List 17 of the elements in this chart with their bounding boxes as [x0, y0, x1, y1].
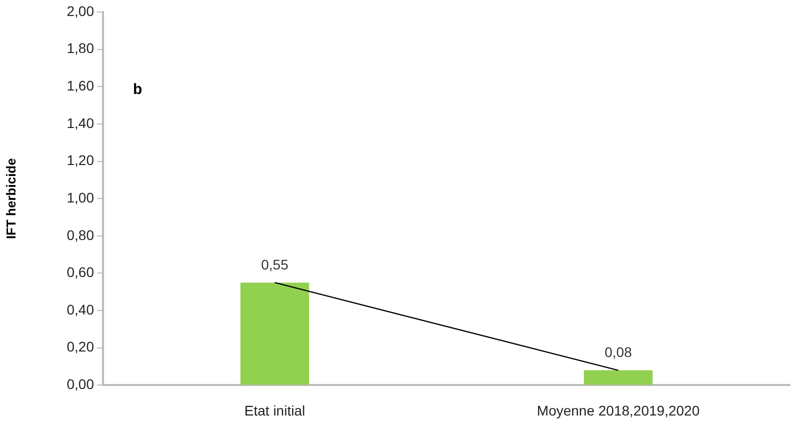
x-tick-label: Etat initial [244, 402, 306, 418]
y-tick-label: 0,00 [66, 376, 94, 392]
y-tick-label: 1,80 [66, 40, 94, 56]
data-label: 0,08 [604, 344, 632, 360]
y-tick-label: 2,00 [66, 2, 94, 19]
y-tick-label: 0,20 [66, 338, 94, 355]
annotation: b [133, 81, 142, 98]
y-tick-label: 1,60 [66, 78, 94, 94]
x-tick-label: Moyenne 2018,2019,2020 [536, 402, 700, 418]
y-tick-label: 1,40 [66, 114, 94, 131]
y-axis-title: IFT herbicide [3, 158, 18, 240]
y-tick-label: 0,60 [66, 264, 94, 280]
y-tick-label: 1,00 [66, 189, 94, 206]
y-tick-label: 1,20 [66, 152, 94, 168]
y-tick-label: 0,80 [66, 226, 94, 243]
y-tick-label: 0,40 [66, 301, 94, 318]
data-label: 0,55 [261, 256, 289, 272]
